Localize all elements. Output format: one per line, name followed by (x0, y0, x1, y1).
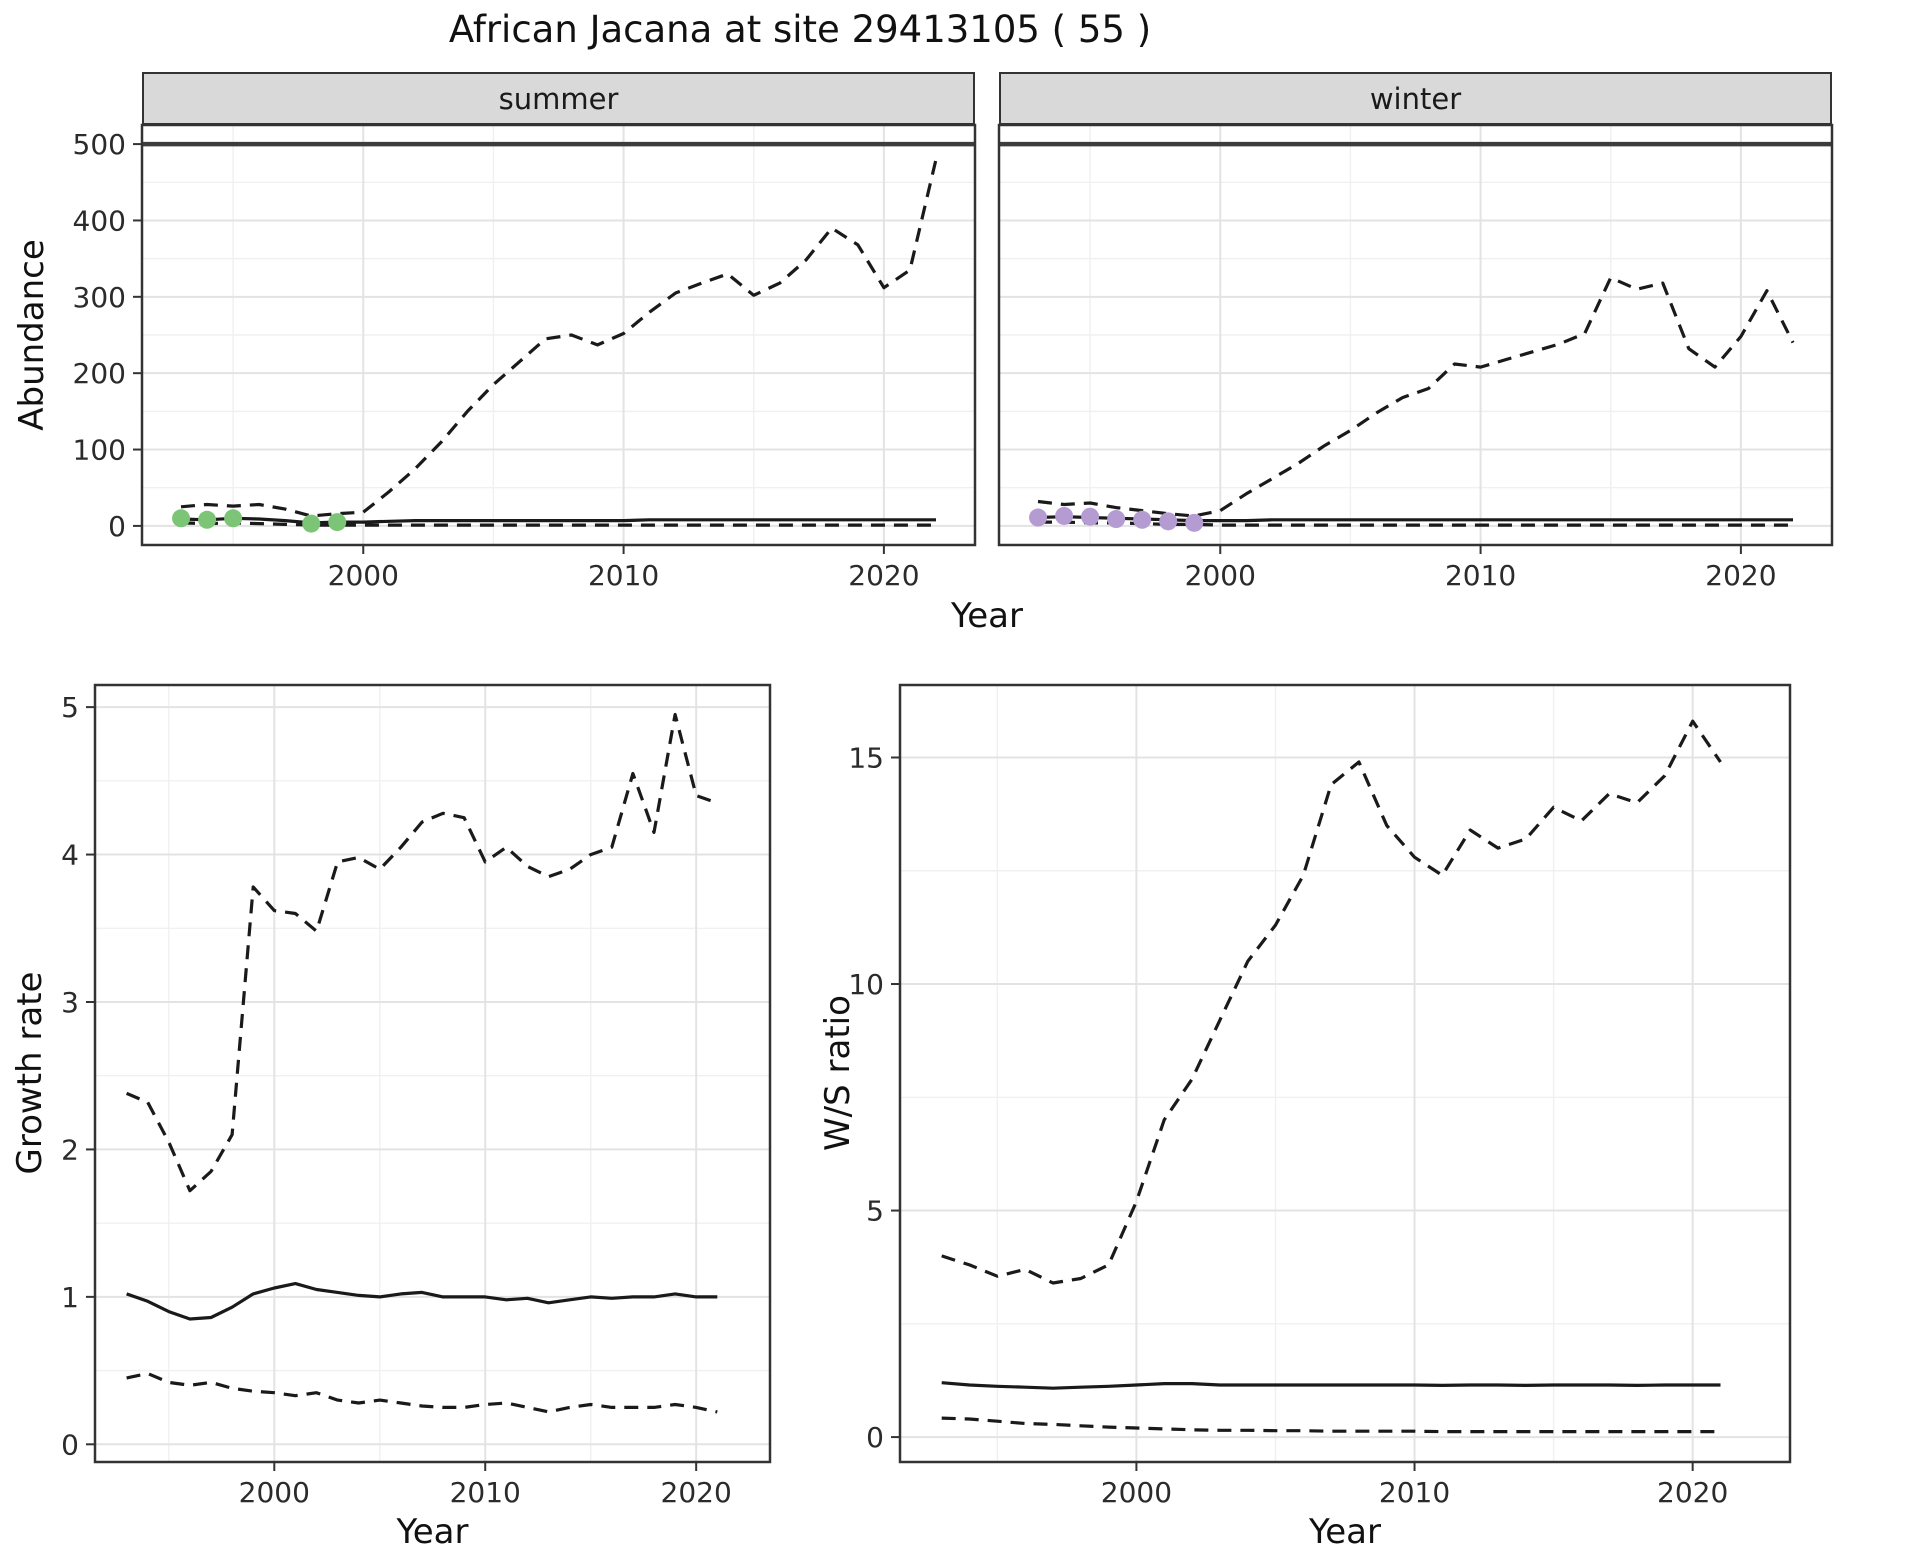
svg-text:2000: 2000 (328, 559, 399, 592)
svg-text:2010: 2010 (588, 559, 659, 592)
svg-text:400: 400 (73, 204, 126, 237)
svg-text:2000: 2000 (1101, 1476, 1172, 1509)
ws-ratio-panel-upper-ci-line (941, 719, 1722, 1285)
svg-text:2000: 2000 (239, 1476, 310, 1509)
svg-text:2: 2 (61, 1133, 79, 1166)
svg-text:2020: 2020 (661, 1476, 732, 1509)
abundance-summer-panel-upper-ci-line (180, 159, 938, 518)
growth-rate-panel-estimate-line (126, 1281, 718, 1321)
svg-text:4: 4 (61, 839, 79, 872)
abundance-winter-panel-observed-point (1159, 512, 1178, 531)
svg-text:0: 0 (61, 1428, 79, 1461)
svg-text:0: 0 (866, 1421, 884, 1454)
abundance-winter-panel-observed-point (1055, 506, 1074, 525)
svg-text:2010: 2010 (450, 1476, 521, 1509)
growth-rate-panel-lower-ci-line (126, 1371, 718, 1414)
abundance-summer-panel-observed-point (224, 509, 243, 528)
growth-rate-x-axis-title: Year (396, 1512, 469, 1552)
svg-text:2020: 2020 (1657, 1476, 1728, 1509)
abundance-winter-panel-observed-point (1029, 508, 1048, 527)
ws-ratio-y-axis-title: W/S ratio (818, 995, 858, 1151)
abundance-summer-panel-observed-point (328, 513, 347, 532)
abundance-winter-panel-observed-point (1185, 513, 1204, 532)
svg-text:2000: 2000 (1185, 559, 1256, 592)
abundance-summer-panel-observed-point (198, 510, 217, 529)
abundance-winter-panel-upper-ci-line (1037, 276, 1795, 518)
svg-text:100: 100 (73, 434, 126, 467)
svg-text:1: 1 (61, 1281, 79, 1314)
svg-text:15: 15 (848, 741, 884, 774)
plot-title: African Jacana at site 29413105 ( 55 ) (448, 8, 1152, 51)
ws-ratio-panel: 2000 2010 2020 0 5 10 15 (848, 683, 1792, 1509)
facet-strip-winter: winter (999, 72, 1832, 125)
abundance-winter-panel-observed-point (1107, 510, 1126, 529)
svg-text:2010: 2010 (1379, 1476, 1450, 1509)
ws-ratio-panel-lower-ci-line (941, 1416, 1721, 1434)
svg-text:10: 10 (848, 968, 884, 1001)
svg-text:2010: 2010 (1445, 559, 1516, 592)
abundance-summer-panel-observed-point (172, 509, 191, 528)
svg-text:2020: 2020 (1705, 559, 1776, 592)
svg-text:3: 3 (61, 986, 79, 1019)
growth-rate-y-axis-title: Growth rate (10, 971, 50, 1175)
ws-ratio-x-axis-title: Year (1309, 1512, 1381, 1552)
svg-text:200: 200 (73, 357, 126, 390)
svg-text:500: 500 (73, 128, 126, 161)
abundance-winter-panel-observed-point (1133, 510, 1152, 529)
abundance-summer-panel: 2000 2010 2020 0 100 200 300 400 500 (73, 123, 977, 592)
growth-rate-panel: 2000 2010 2020 0 1 2 3 4 5 (61, 683, 772, 1509)
abundance-y-axis-title: Abundance (12, 239, 52, 431)
facet-strip-winter-label: winter (1369, 81, 1462, 116)
facet-strip-summer: summer (142, 72, 975, 125)
svg-text:5: 5 (866, 1195, 884, 1228)
ws-ratio-panel-estimate-line (941, 1381, 1721, 1390)
svg-text:5: 5 (61, 691, 79, 724)
abundance-x-axis-title: Year (951, 596, 1023, 636)
svg-text:300: 300 (73, 281, 126, 314)
abundance-winter-panel: 2000 2010 2020 (997, 123, 1834, 592)
abundance-summer-panel-observed-point (302, 514, 321, 533)
svg-text:2020: 2020 (848, 559, 919, 592)
growth-rate-panel-upper-ci-line (125, 712, 718, 1193)
facet-strip-summer-label: summer (498, 81, 619, 116)
svg-text:0: 0 (108, 510, 126, 543)
abundance-winter-panel-observed-point (1081, 507, 1100, 526)
